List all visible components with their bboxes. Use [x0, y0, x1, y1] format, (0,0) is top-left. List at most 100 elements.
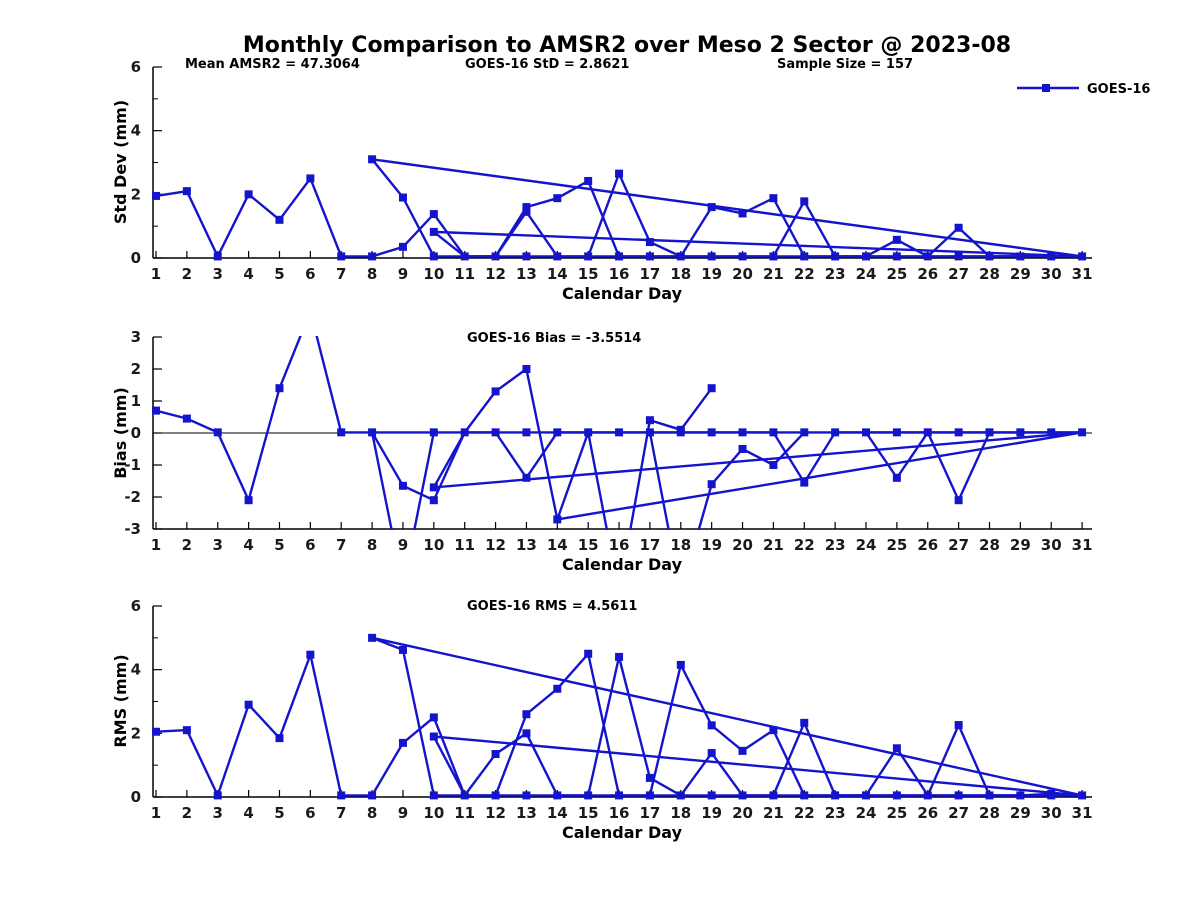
- subplot-bias: 1 2 3 4 5 6 7 8 9 10 11 12 13 14 15 16 17 18 19 20 21 22 23 24 2…: [124, 328, 1092, 554]
- data-point-marker: [645, 252, 654, 261]
- x-tick-label: 21: [763, 804, 784, 822]
- y-tick-group: 0 2 4 6: [131, 597, 162, 806]
- x-tick-label: 9: [398, 536, 408, 554]
- data-point-marker: [954, 428, 963, 437]
- data-point-marker: [368, 428, 377, 437]
- data-point-marker: [553, 194, 562, 203]
- data-point-marker: [429, 732, 438, 741]
- data-point-marker: [429, 791, 438, 800]
- data-point-marker: [584, 649, 593, 658]
- series-line: [155, 170, 1083, 259]
- data-point-marker: [707, 749, 716, 758]
- page-title: Monthly Comparison to AMSR2 over Meso 2 …: [243, 33, 1011, 58]
- x-tick-label: 8: [367, 265, 377, 283]
- x-tick-label: 29: [1010, 804, 1031, 822]
- data-point-marker: [152, 406, 160, 415]
- data-point-marker: [429, 428, 438, 437]
- x-tick-label: 26: [917, 536, 938, 554]
- data-point-marker: [522, 473, 531, 482]
- x-tick-label: 19: [701, 536, 722, 554]
- x-tick-label: 20: [732, 265, 753, 283]
- x-tick-label: 6: [305, 536, 315, 554]
- x-tick-label: 11: [454, 536, 475, 554]
- x-tick-label: 19: [701, 265, 722, 283]
- data-point-marker: [862, 428, 871, 437]
- data-point-marker: [368, 791, 377, 800]
- data-point-marker: [429, 483, 438, 492]
- x-tick-label: 15: [578, 536, 599, 554]
- data-point-marker: [244, 190, 253, 199]
- x-tick-label: 23: [825, 804, 846, 822]
- x-tick-label: 19: [701, 804, 722, 822]
- x-axis-label-2: Calendar Day: [562, 555, 683, 574]
- x-tick-label: 1: [151, 804, 161, 822]
- data-point-marker: [954, 496, 963, 505]
- data-point-marker: [615, 169, 624, 178]
- data-point-marker: [429, 252, 438, 261]
- x-tick-label: 27: [948, 804, 969, 822]
- x-tick-label: 31: [1072, 265, 1093, 283]
- data-point-marker: [337, 252, 346, 261]
- y-tick-label: 0: [131, 788, 141, 806]
- data-point-marker: [1078, 791, 1087, 800]
- data-point-marker: [985, 252, 994, 261]
- data-point-marker: [831, 252, 840, 261]
- data-point-marker: [769, 252, 778, 261]
- subplot-rms: 1 2 3 4 5 6 7 8 9 10 11 12 13 14 15 16 17 18 19 20 21 22 23 24 2…: [131, 597, 1093, 822]
- x-tick-label: 3: [213, 536, 223, 554]
- data-point-marker: [615, 428, 624, 437]
- x-tick-label: 22: [794, 804, 815, 822]
- y-tick-label: 2: [131, 360, 141, 378]
- data-point-marker: [645, 416, 654, 425]
- x-tick-label: 27: [948, 536, 969, 554]
- legend-series-label: GOES-16: [1087, 82, 1150, 97]
- y-tick-label: -2: [124, 488, 141, 506]
- x-tick-label: 14: [547, 536, 568, 554]
- annotation-sample-size: Sample Size = 157: [777, 57, 913, 72]
- data-point-marker: [738, 428, 747, 437]
- series-line: [557, 431, 1083, 521]
- x-tick-label: 10: [423, 804, 444, 822]
- data-point-marker: [182, 726, 191, 735]
- data-point-marker: [1016, 252, 1025, 261]
- series-line: [431, 735, 1083, 797]
- data-point-marker: [769, 428, 778, 437]
- data-point-marker: [800, 718, 809, 727]
- x-tick-label: 8: [367, 804, 377, 822]
- x-tick-label: 6: [305, 265, 315, 283]
- data-point-marker: [553, 684, 562, 693]
- x-tick-label: 5: [274, 265, 284, 283]
- data-point-marker: [954, 721, 963, 730]
- y-tick-label: 4: [131, 661, 141, 679]
- data-point-marker: [553, 515, 562, 524]
- x-tick-label: 20: [732, 804, 753, 822]
- x-axis-label-3: Calendar Day: [562, 823, 683, 842]
- data-point-marker: [1078, 428, 1087, 437]
- x-tick-label: 25: [886, 536, 907, 554]
- data-point-marker: [1047, 791, 1056, 800]
- data-point-marker: [707, 791, 716, 800]
- annotation-mean-amsr2: Mean AMSR2 = 47.3064: [185, 57, 360, 72]
- x-tick-label: 1: [151, 536, 161, 554]
- x-tick-label: 1: [151, 265, 161, 283]
- x-tick-label: 30: [1041, 804, 1062, 822]
- data-point-marker: [429, 496, 438, 505]
- x-tick-label: 15: [578, 804, 599, 822]
- x-tick-label: 21: [763, 265, 784, 283]
- plot-areas: 1 2 3 4 5 6 7 8 9 10 11 12 13 14 15 16 17 18 19 20 21 22 23 24 2…: [124, 58, 1092, 822]
- y-tick-group: 3 2 1 0 -1 -2 -3: [124, 328, 162, 538]
- y-tick-label: 2: [131, 724, 141, 742]
- x-tick-label: 2: [182, 536, 192, 554]
- data-point-marker: [800, 197, 809, 206]
- x-tick-label: 4: [243, 804, 253, 822]
- data-point-marker: [306, 174, 315, 183]
- data-point-marker: [553, 428, 562, 437]
- data-point-marker: [429, 713, 438, 722]
- data-point-marker: [522, 207, 531, 216]
- x-tick-label: 7: [336, 536, 346, 554]
- data-point-marker: [892, 235, 901, 244]
- series-goes-16: [155, 636, 1083, 798]
- y-axis-label-rms: RMS (mm): [111, 654, 130, 747]
- subplot-std-dev: 1 2 3 4 5 6 7 8 9 10 11 12 13 14 15 16 17 18 19 20 21 22 23 24 2…: [131, 58, 1093, 283]
- data-point-marker: [738, 791, 747, 800]
